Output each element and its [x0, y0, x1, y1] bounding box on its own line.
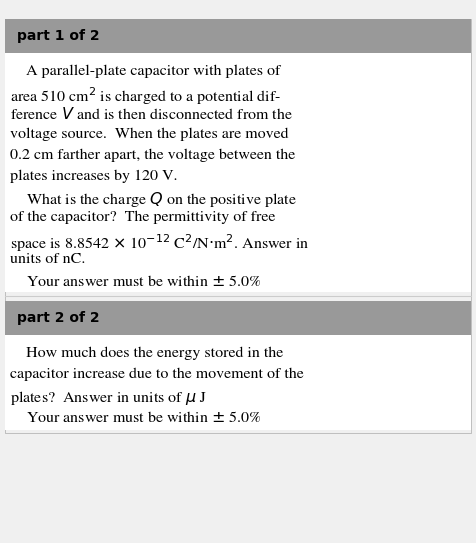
Text: voltage source.  When the plates are moved: voltage source. When the plates are move… — [10, 127, 288, 141]
Text: A parallel-plate capacitor with plates of: A parallel-plate capacitor with plates o… — [10, 65, 280, 78]
Text: Your answer must be within $\pm$ 5.0%: Your answer must be within $\pm$ 5.0% — [10, 409, 261, 425]
Text: How much does the energy stored in the: How much does the energy stored in the — [10, 347, 283, 361]
Text: units of nC.: units of nC. — [10, 253, 85, 266]
Bar — [5, 53, 471, 292]
Text: area 510 cm$^2$ is charged to a potential dif-: area 510 cm$^2$ is charged to a potentia… — [10, 85, 281, 107]
Text: ference $V$ and is then disconnected from the: ference $V$ and is then disconnected fro… — [10, 106, 293, 122]
Text: Your answer must be within $\pm$ 5.0%: Your answer must be within $\pm$ 5.0% — [10, 274, 261, 289]
Text: space is 8.8542 $\times$ 10$^{-12}$ C$^2$/N$\cdot$m$^2$. Answer in: space is 8.8542 $\times$ 10$^{-12}$ C$^2… — [10, 232, 309, 254]
Bar — [5, 301, 471, 335]
Text: 0.2 cm farther apart, the voltage between the: 0.2 cm farther apart, the voltage betwee… — [10, 148, 295, 162]
Text: capacitor increase due to the movement of the: capacitor increase due to the movement o… — [10, 368, 303, 381]
Text: of the capacitor?  The permittivity of free: of the capacitor? The permittivity of fr… — [10, 211, 275, 224]
Bar — [5, 335, 471, 430]
Text: plates increases by 120 V.: plates increases by 120 V. — [10, 169, 177, 182]
Text: part 1 of 2: part 1 of 2 — [17, 29, 99, 43]
Text: What is the charge $Q$ on the positive plate: What is the charge $Q$ on the positive p… — [10, 190, 297, 209]
Bar — [5, 19, 471, 53]
Text: plates?  Answer in units of $\mu$ J: plates? Answer in units of $\mu$ J — [10, 389, 207, 407]
Text: part 2 of 2: part 2 of 2 — [17, 311, 99, 325]
Bar — [5, 19, 471, 433]
